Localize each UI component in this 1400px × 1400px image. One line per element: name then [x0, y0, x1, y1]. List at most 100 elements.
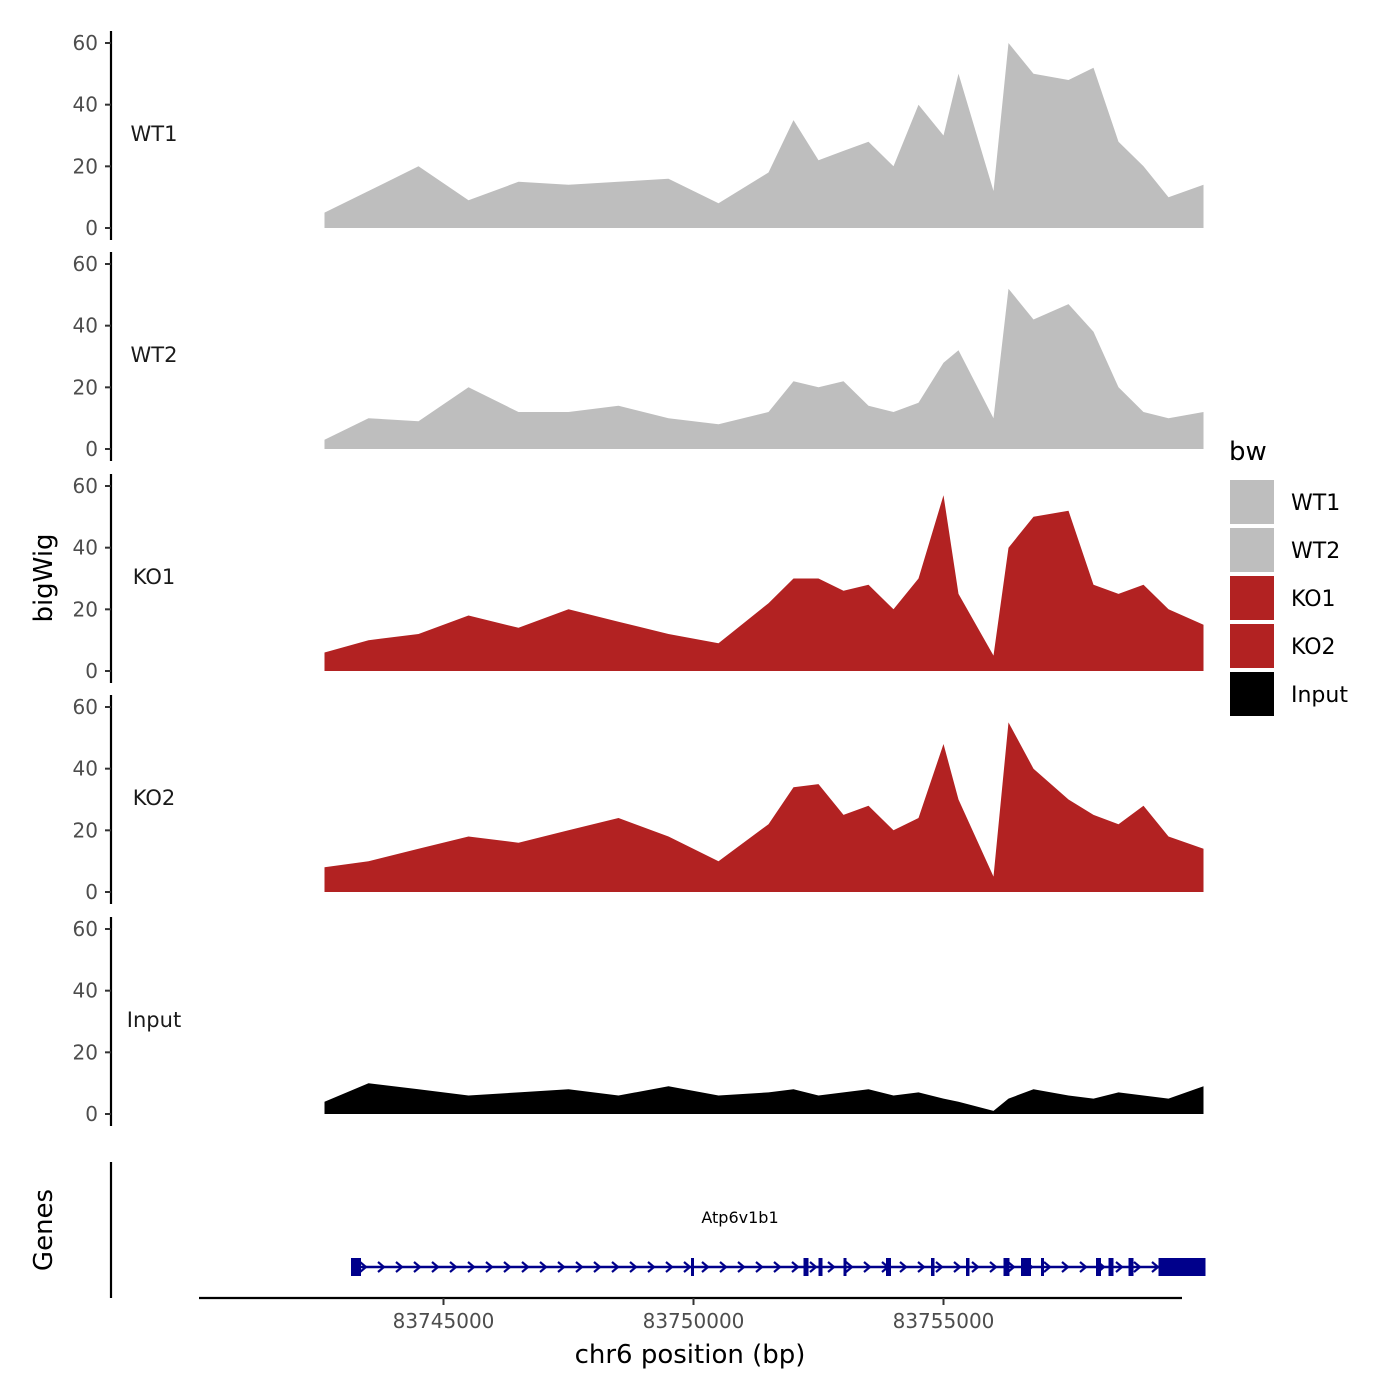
strand-arrow — [917, 1261, 926, 1273]
legend-label-ko2: KO2 — [1291, 635, 1336, 660]
track-label-ko1: KO1 — [133, 565, 176, 589]
y-tick-label: 0 — [85, 880, 98, 904]
strand-arrow — [899, 1261, 908, 1273]
y-tick-label: 60 — [73, 252, 98, 276]
strand-arrow — [1043, 1261, 1052, 1273]
legend-title: bw — [1229, 437, 1267, 467]
strand-arrow — [827, 1261, 836, 1273]
track-panel-ko1: 0 20 40 60 KO1 — [73, 474, 1204, 683]
gene-exon — [1096, 1258, 1101, 1276]
x-tick-label: 83750000 — [643, 1309, 745, 1333]
strand-arrow — [593, 1261, 602, 1273]
y-tick-label: 40 — [73, 757, 98, 781]
strand-arrow — [647, 1261, 656, 1273]
strand-arrow — [683, 1261, 692, 1273]
gene-exon — [1003, 1258, 1010, 1276]
gene-exon — [886, 1258, 891, 1276]
strand-arrow — [863, 1261, 872, 1273]
strand-arrow — [1115, 1261, 1124, 1273]
strand-arrow — [665, 1261, 674, 1273]
strand-arrow — [1007, 1261, 1016, 1273]
signal-area-wt2 — [324, 288, 1204, 449]
x-axis: 83745000 83750000 83755000 — [199, 1296, 1182, 1333]
strand-arrow — [755, 1261, 764, 1273]
strand-arrow — [935, 1261, 944, 1273]
gene-model — [351, 1258, 1206, 1276]
gene-track: Atp6v1b1 — [109, 1162, 1206, 1298]
strand-arrow — [719, 1261, 728, 1273]
strand-arrow — [557, 1261, 566, 1273]
strand-arrow — [539, 1261, 548, 1273]
gene-exon — [966, 1258, 970, 1276]
gene-exon — [931, 1258, 935, 1276]
legend-swatch-ko1 — [1230, 576, 1274, 620]
y-tick-label: 60 — [73, 695, 98, 719]
track-panel-ko2: 0 20 40 60 KO2 — [73, 695, 1204, 904]
legend-label-wt1: WT1 — [1291, 491, 1340, 516]
y-tick-label: 40 — [73, 314, 98, 338]
gene-exon — [351, 1258, 361, 1276]
gene-exon — [1108, 1258, 1114, 1276]
legend-items: WT1 WT2 KO1 KO2 Input — [1230, 480, 1348, 716]
y-tick-label: 40 — [73, 979, 98, 1003]
strand-arrow — [449, 1261, 458, 1273]
legend-label-ko1: KO1 — [1291, 587, 1336, 612]
y-tick-label: 0 — [85, 437, 98, 461]
y-tick-label: 60 — [73, 474, 98, 498]
strand-arrow — [611, 1261, 620, 1273]
track-label-ko2: KO2 — [133, 786, 176, 810]
strand-arrow — [953, 1261, 962, 1273]
legend-label-input: Input — [1291, 683, 1348, 708]
track-label-wt1: WT1 — [131, 122, 178, 146]
strand-arrow — [431, 1261, 440, 1273]
gene-exon — [1128, 1258, 1134, 1276]
track-panel-input: 0 20 40 60 Input — [73, 917, 1204, 1126]
track-panel-wt1: 0 20 40 60 WT1 — [73, 31, 1204, 240]
y-tick-label: 20 — [73, 375, 98, 399]
gene-exon — [1158, 1258, 1206, 1276]
y-tick-label: 20 — [73, 818, 98, 842]
strand-arrow — [575, 1261, 584, 1273]
tracks-area: 0 20 40 60 WT1 0 20 40 60 WT2 0 20 40 60 KO1 0 20 40 60 KO2… — [73, 31, 1204, 1126]
gene-exon — [803, 1258, 809, 1276]
track-panel-wt2: 0 20 40 60 WT2 — [73, 252, 1204, 461]
y-tick-label: 20 — [73, 1040, 98, 1064]
y-tick-label: 0 — [85, 1102, 98, 1126]
strand-arrow — [845, 1261, 854, 1273]
strand-arrow — [1151, 1261, 1160, 1273]
strand-arrow — [521, 1261, 530, 1273]
gene-exon — [843, 1258, 847, 1276]
legend-swatch-input — [1230, 672, 1274, 716]
legend-swatch-wt2 — [1230, 528, 1274, 572]
y-tick-label: 40 — [73, 536, 98, 560]
y-tick-label: 20 — [73, 154, 98, 178]
track-label-wt2: WT2 — [131, 343, 178, 367]
strand-arrow — [1061, 1261, 1070, 1273]
strand-arrow — [773, 1261, 782, 1273]
x-tick-label: 83755000 — [893, 1309, 995, 1333]
strand-arrow — [1079, 1261, 1088, 1273]
gene-track-title: Genes — [29, 1189, 59, 1271]
strand-arrow — [377, 1261, 386, 1273]
strand-arrow — [413, 1261, 422, 1273]
y-tick-label: 0 — [85, 659, 98, 683]
strand-arrow — [503, 1261, 512, 1273]
legend-swatch-wt1 — [1230, 480, 1274, 524]
gene-exon — [818, 1258, 823, 1276]
strand-arrow — [359, 1261, 368, 1273]
strand-arrow — [629, 1261, 638, 1273]
signal-area-ko1 — [324, 495, 1204, 671]
x-axis-title: chr6 position (bp) — [575, 1340, 806, 1370]
y-tick-label: 60 — [73, 917, 98, 941]
signal-area-wt1 — [324, 43, 1204, 228]
track-label-input: Input — [127, 1008, 181, 1032]
strand-arrow — [989, 1261, 998, 1273]
y-tick-label: 60 — [73, 31, 98, 55]
x-tick-label: 83745000 — [393, 1309, 495, 1333]
strand-arrow — [809, 1261, 818, 1273]
y-tick-label: 20 — [73, 597, 98, 621]
strand-arrow — [737, 1261, 746, 1273]
y-axis-title: bigWig — [29, 533, 59, 622]
strand-arrow — [395, 1261, 404, 1273]
